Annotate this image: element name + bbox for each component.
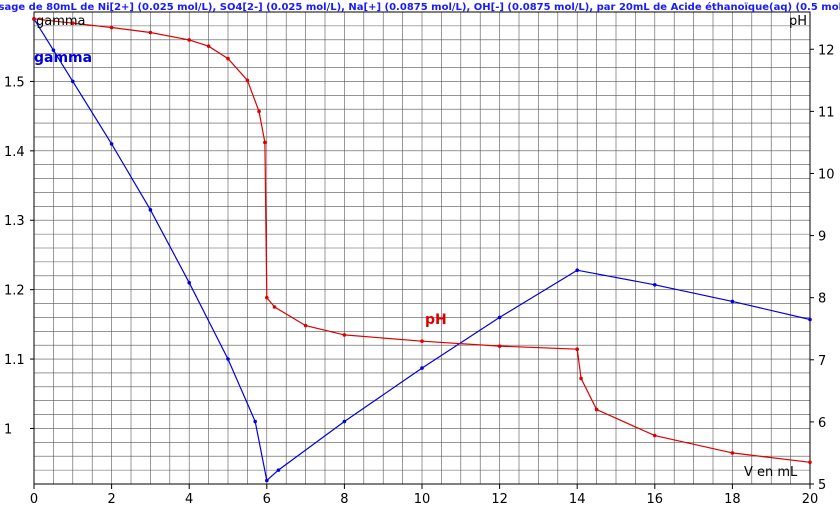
y-right-axis-label: pH (789, 14, 807, 29)
y-right-tick-label: 6 (818, 416, 826, 431)
data-point-ph (575, 347, 579, 352)
x-tick-label: 16 (647, 492, 664, 507)
y-right-tick-label: 7 (818, 354, 826, 369)
x-tick-label: 8 (340, 492, 348, 507)
series-line-ph (33, 18, 811, 463)
ticks: 0 2 4 6 8 10 12 14 16 18 20 1 1.1 1.2 1.3 1.4 1.5 5 6 7 8 9 10… (4, 43, 835, 507)
data-point-ph (594, 407, 599, 412)
y-right-tick-label: 11 (818, 105, 835, 120)
x-tick-label: 0 (30, 492, 38, 507)
data-point-ph (71, 21, 75, 25)
data-point-ph (32, 17, 36, 21)
y-right-tick-label: 10 (818, 167, 835, 182)
data-point-ph (497, 344, 502, 348)
data-point-ph (206, 44, 211, 48)
x-tick-label: 4 (185, 492, 193, 507)
data-point-ph (653, 433, 657, 438)
data-point-ph (226, 56, 230, 61)
data-point-ph (257, 109, 261, 114)
y-left-axis-label: gamma (36, 14, 86, 29)
data-point-gamma (148, 208, 153, 212)
series-label-gamma: gamma (34, 50, 92, 66)
data-point-ph (265, 295, 269, 300)
y-left-tick-label: 1 (4, 422, 12, 437)
data-point-gamma (253, 419, 257, 424)
data-point-gamma (420, 366, 424, 370)
x-tick-label: 6 (263, 492, 271, 507)
data-point-gamma (730, 299, 735, 304)
series (32, 17, 812, 483)
y-left-tick-label: 1.2 (4, 284, 25, 299)
data-point-gamma (51, 48, 56, 52)
data-point-ph (263, 140, 267, 145)
data-point-ph (808, 460, 812, 465)
data-point-ph (342, 333, 347, 337)
data-point-gamma (109, 142, 114, 146)
data-point-gamma (575, 268, 579, 273)
data-point-ph (109, 25, 114, 30)
x-tick-label: 18 (724, 492, 741, 507)
data-point-ph (148, 30, 153, 35)
data-point-gamma (265, 478, 269, 483)
data-point-ph (187, 38, 191, 42)
y-right-tick-label: 8 (818, 292, 826, 307)
y-left-tick-label: 1.1 (4, 353, 25, 368)
x-axis-label: V en mL (744, 465, 798, 480)
data-point-gamma (71, 79, 75, 84)
x-tick-label: 12 (491, 492, 508, 507)
data-point-ph (420, 339, 424, 343)
y-right-tick-label: 9 (818, 230, 826, 245)
chart-title: Dosage de 80mL de Ni[2+] (0.025 mol/L), … (0, 1, 840, 13)
data-point-gamma (187, 280, 191, 285)
data-point-ph (303, 323, 308, 328)
y-left-tick-label: 1.5 (4, 75, 25, 90)
grid (33, 11, 811, 485)
data-point-ph (245, 78, 250, 83)
data-point-gamma (276, 468, 281, 472)
data-point-ph (579, 376, 583, 381)
y-left-tick-label: 1.3 (4, 214, 25, 229)
data-point-gamma (808, 317, 812, 322)
data-point-gamma (226, 357, 230, 361)
x-tick-label: 20 (802, 492, 819, 507)
data-point-gamma (653, 282, 657, 287)
data-point-gamma (342, 419, 347, 424)
data-point-ph (730, 451, 735, 455)
data-point-ph (272, 305, 277, 309)
y-left-tick-label: 1.4 (4, 145, 25, 160)
x-tick-label: 14 (569, 492, 586, 507)
series-label-ph: pH (425, 312, 447, 328)
data-point-gamma (497, 315, 502, 320)
y-right-tick-label: 12 (818, 43, 835, 58)
x-tick-label: 2 (107, 492, 115, 507)
x-tick-label: 10 (414, 492, 431, 507)
y-right-tick-label: 5 (818, 478, 826, 493)
